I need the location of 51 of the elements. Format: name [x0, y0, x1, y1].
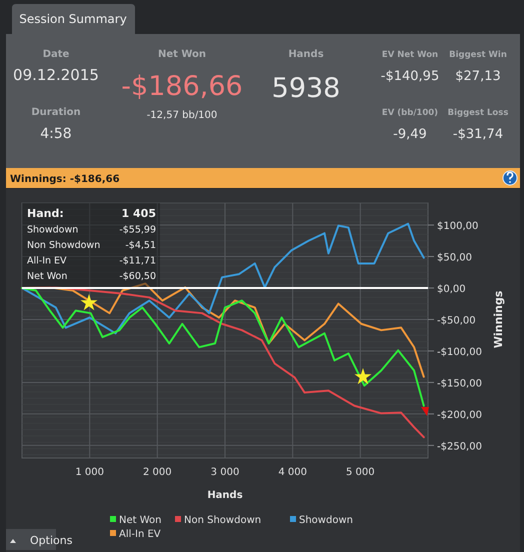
y-tick-label: -$250,00 — [437, 441, 482, 452]
legend-label: Showdown — [299, 515, 353, 526]
annotation: -$4,51 — [125, 240, 156, 251]
text: Biggest Win — [449, 50, 507, 60]
text: 4:58 — [40, 126, 72, 142]
x-tick-label: 5 000 — [346, 467, 375, 478]
line-series — [21, 286, 425, 438]
x-axis-title: Hands — [207, 490, 243, 501]
y-tick-label: -$150,00 — [437, 378, 482, 390]
y-tick-label: -$200,00 — [437, 410, 482, 421]
annotation: Hand: — [27, 207, 64, 220]
text: EV Net Won — [382, 50, 438, 60]
text: $27,13 — [455, 69, 501, 84]
annotation: Non Showdown — [27, 240, 100, 251]
line-series — [21, 287, 425, 407]
y-tick-label: $50,00 — [437, 252, 472, 264]
text: -9,49 — [393, 127, 427, 142]
x-tick-label: 1 000 — [75, 467, 104, 478]
legend-label: All-In EV — [119, 529, 161, 540]
text: EV (bb/100) — [382, 108, 438, 118]
text: Hands — [288, 49, 324, 60]
y-tick-label: -$100,00 — [437, 346, 482, 358]
text: Date — [42, 49, 70, 60]
text: Duration — [31, 107, 81, 118]
x-tick-label: 2 000 — [143, 467, 172, 478]
line-series — [21, 222, 425, 334]
text: 09.12.2015 — [13, 66, 99, 84]
y-tick-label: $0,00 — [437, 284, 466, 295]
annotation: Net Won — [27, 271, 68, 282]
annotation: All-In EV — [27, 256, 68, 266]
y-tick-label: $100,00 — [437, 221, 478, 232]
text: -$186,66 — [121, 71, 243, 102]
annotation: -$60,50 — [119, 271, 156, 282]
text: 5938 — [272, 73, 340, 104]
y-axis-title: Winnings — [492, 290, 505, 348]
x-tick-label: 3 000 — [210, 467, 240, 478]
legend-label: Net Won — [119, 515, 162, 526]
text: Session Summary — [19, 12, 127, 26]
text: Biggest Loss — [448, 108, 508, 118]
y-tick-label: -$50,00 — [437, 315, 476, 326]
legend-label: Non Showdown — [184, 515, 262, 526]
annotation: -$11,71 — [119, 256, 156, 266]
annotation: Showdown — [27, 224, 78, 236]
annotation: -$55,99 — [119, 224, 156, 236]
x-tick-label: 4 000 — [278, 467, 307, 478]
text: -$140,95 — [380, 69, 440, 84]
text: -$31,74 — [452, 127, 504, 142]
annotation: 1 405 — [122, 207, 156, 220]
text: -12,57 bb/100 — [146, 110, 218, 121]
text: Net Won — [158, 49, 206, 60]
chart-title: Winnings: -$186,66 — [10, 174, 120, 185]
